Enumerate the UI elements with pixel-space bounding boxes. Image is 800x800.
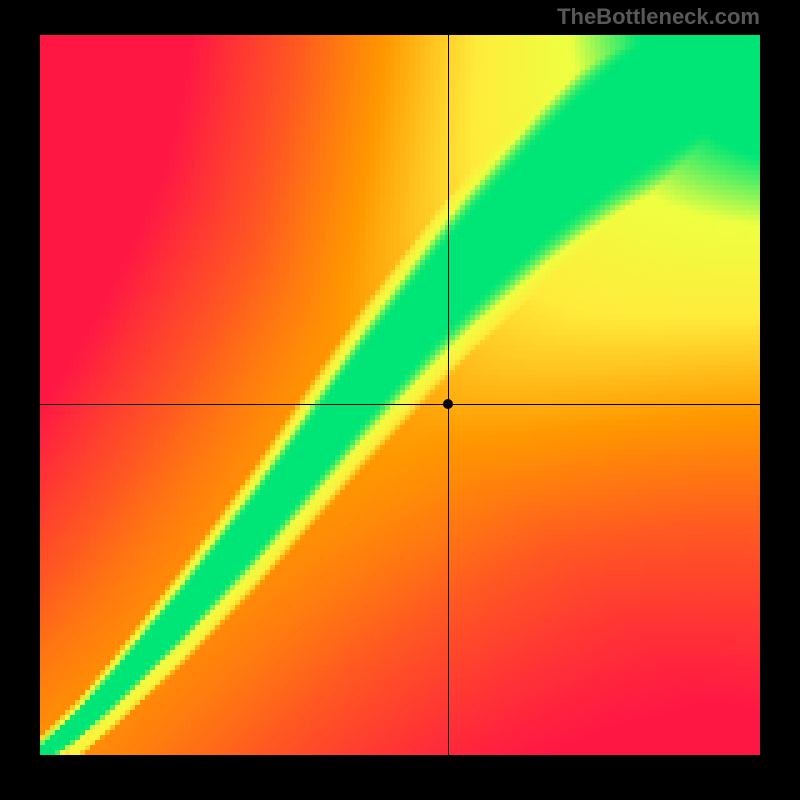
watermark-text: TheBottleneck.com [557, 4, 760, 30]
crosshair-vertical [448, 35, 449, 755]
data-point-marker [443, 399, 453, 409]
crosshair-horizontal [40, 404, 760, 405]
plot-area [40, 35, 760, 755]
chart-container: TheBottleneck.com [0, 0, 800, 800]
heatmap-canvas [40, 35, 760, 755]
